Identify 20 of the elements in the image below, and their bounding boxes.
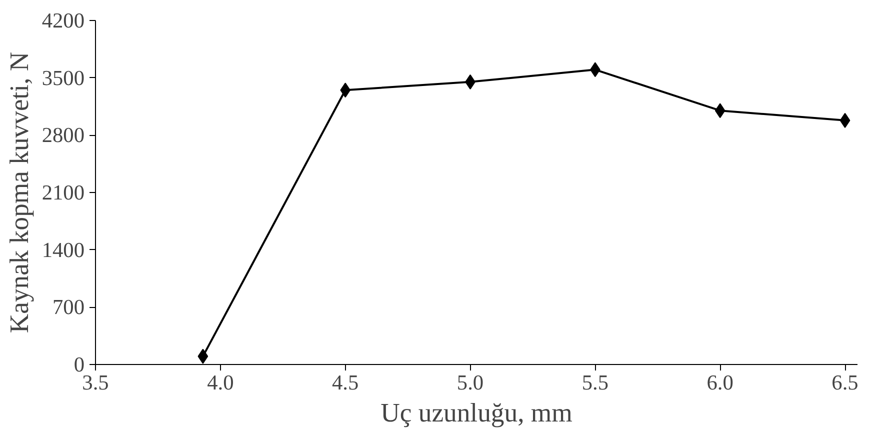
x-tick-label: 5.0 [456,370,484,394]
x-axis-title: Uç uzunluğu, mm [380,398,573,428]
x-tick-label: 4.5 [332,370,359,394]
point [340,82,351,98]
y-tick-label: 1400 [42,238,84,262]
x-tick-label: 4.0 [207,370,234,394]
y-tick-label: 2100 [42,180,84,204]
y-tick-label: 700 [52,295,85,320]
y-tick-label: 2800 [42,123,84,148]
y-axis-title: Kaynak kopma kuvveti, N [4,52,34,334]
y-tick-label: 3500 [42,66,84,90]
x-tick-label: 5.5 [582,370,609,394]
x-tick-label: 3.5 [82,370,109,394]
x-tick-label: 6.0 [706,370,734,394]
y-tick-label: 4200 [42,8,84,32]
y-tick-label: 0 [74,352,85,376]
x-tick-label: 6.5 [832,370,858,394]
point [840,112,850,128]
point [714,103,726,118]
point [198,348,208,364]
